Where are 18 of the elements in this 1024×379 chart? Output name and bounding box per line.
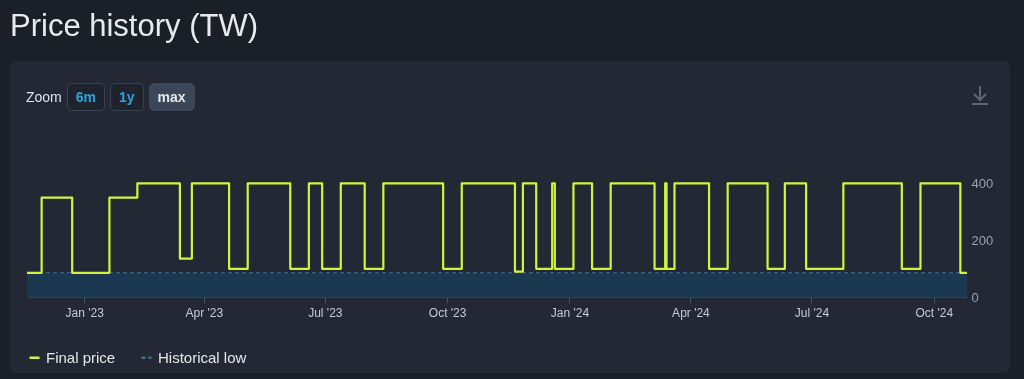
- y-tick-label: 200: [971, 232, 994, 248]
- x-tick-label: Oct '24: [915, 305, 954, 320]
- y-tick-label: 0: [971, 289, 979, 305]
- text: Zoom: [26, 89, 62, 105]
- x-tick-label: Jan '23: [65, 305, 105, 320]
- x-tick-label: Jul '23: [308, 305, 343, 320]
- chart-title: Price history (TW): [10, 8, 258, 44]
- x-tick-label: Jul '24: [794, 305, 830, 320]
- text: 6m: [66, 83, 106, 111]
- text: 1y: [110, 83, 144, 111]
- x-tick-label: Jan '24: [550, 305, 590, 320]
- legend-label: Final price: [46, 348, 116, 366]
- x-tick-label: Apr '23: [185, 305, 224, 320]
- text: max: [148, 83, 195, 111]
- legend-label: Historical low: [158, 348, 247, 366]
- x-tick-label: Apr '24: [672, 305, 711, 320]
- y-tick-label: 400: [971, 175, 994, 191]
- x-tick-label: Oct '23: [428, 305, 467, 320]
